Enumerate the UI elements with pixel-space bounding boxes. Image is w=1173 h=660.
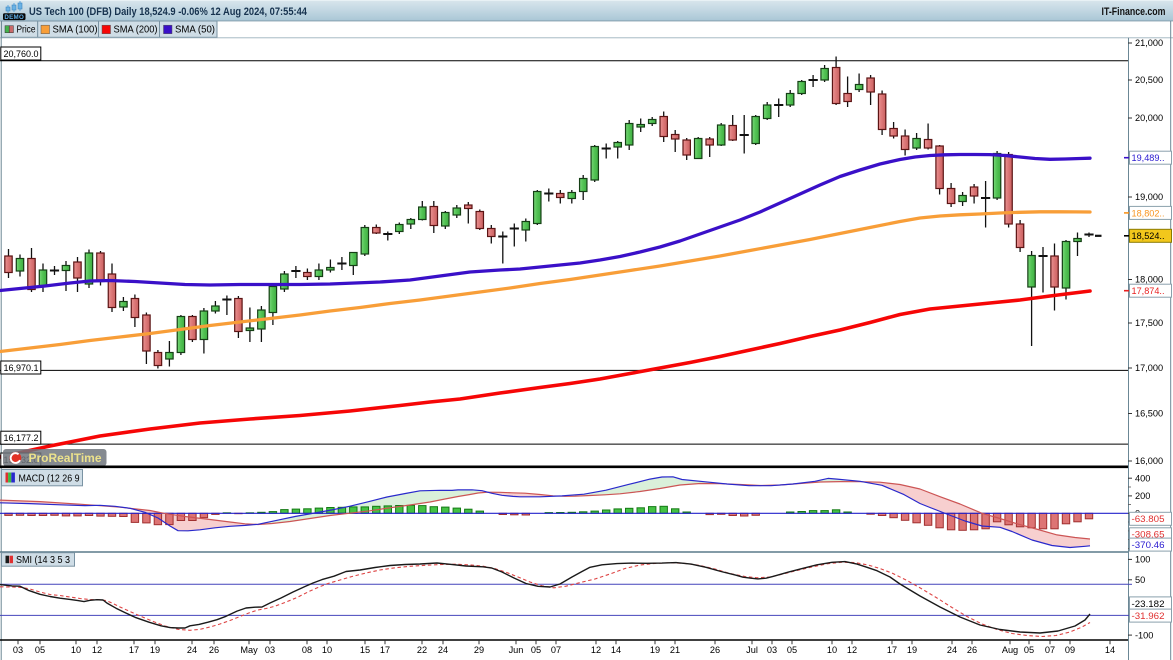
svg-text:09: 09 [1065, 645, 1075, 655]
svg-text:SMA (200): SMA (200) [114, 24, 158, 36]
svg-text:17,874..: 17,874.. [1132, 285, 1165, 296]
svg-text:29: 29 [474, 645, 484, 655]
svg-text:MACD (12 26 9: MACD (12 26 9 [19, 474, 80, 485]
svg-text:17: 17 [380, 645, 390, 655]
svg-text:17,000: 17,000 [1135, 363, 1163, 373]
svg-text:SMI (14 3 5 3: SMI (14 3 5 3 [16, 555, 70, 566]
svg-text:05: 05 [531, 645, 541, 655]
svg-text:Jun: Jun [509, 645, 524, 655]
svg-text:19,489..: 19,489.. [1132, 152, 1165, 163]
svg-text:-31.962: -31.962 [1132, 610, 1165, 621]
svg-text:May: May [240, 645, 258, 655]
svg-text:Jul: Jul [746, 645, 758, 655]
svg-text:-370.46: -370.46 [1132, 539, 1165, 550]
svg-text:20,000: 20,000 [1135, 113, 1163, 123]
svg-text:17: 17 [129, 645, 139, 655]
svg-text:16,500: 16,500 [1135, 409, 1163, 419]
svg-text:19: 19 [650, 645, 660, 655]
svg-text:26: 26 [710, 645, 720, 655]
svg-text:100: 100 [1135, 555, 1150, 565]
svg-text:17,500: 17,500 [1135, 318, 1163, 328]
svg-text:21,000: 21,000 [1135, 38, 1163, 48]
svg-text:16,177.2: 16,177.2 [4, 433, 39, 443]
svg-text:200: 200 [1135, 491, 1150, 501]
svg-text:26: 26 [209, 645, 219, 655]
svg-text:07: 07 [551, 645, 561, 655]
svg-text:03: 03 [13, 645, 23, 655]
svg-text:22: 22 [417, 645, 427, 655]
svg-text:-308.65: -308.65 [1132, 529, 1165, 540]
svg-text:05: 05 [787, 645, 797, 655]
svg-text:-23.182: -23.182 [1132, 598, 1165, 609]
svg-text:12: 12 [591, 645, 601, 655]
svg-text:19: 19 [150, 645, 160, 655]
svg-text:10: 10 [827, 645, 837, 655]
svg-text:18,000: 18,000 [1135, 275, 1163, 285]
svg-text:17: 17 [887, 645, 897, 655]
svg-text:12: 12 [92, 645, 102, 655]
svg-text:-100: -100 [1135, 630, 1153, 640]
svg-text:12: 12 [847, 645, 857, 655]
svg-text:400: 400 [1135, 473, 1150, 483]
svg-text:05: 05 [35, 645, 45, 655]
svg-text:16,000: 16,000 [1135, 456, 1163, 466]
svg-text:ProRealTime: ProRealTime [29, 451, 102, 465]
svg-text:18,802..: 18,802.. [1132, 207, 1165, 218]
svg-text:SMA (100): SMA (100) [53, 24, 98, 36]
svg-text:10: 10 [322, 645, 332, 655]
svg-text:US Tech 100 (DFB) Daily 18,524: US Tech 100 (DFB) Daily 18,524.9 -0.06% … [29, 6, 308, 18]
svg-text:15: 15 [360, 645, 370, 655]
svg-text:Price: Price [17, 24, 36, 36]
svg-text:19: 19 [907, 645, 917, 655]
svg-text:16,970.1: 16,970.1 [4, 363, 39, 373]
svg-text:19,000: 19,000 [1135, 192, 1163, 202]
svg-text:20,760.0: 20,760.0 [4, 49, 39, 59]
svg-text:26: 26 [967, 645, 977, 655]
svg-text:24: 24 [187, 645, 197, 655]
svg-text:07: 07 [1045, 645, 1055, 655]
svg-text:03: 03 [767, 645, 777, 655]
svg-text:SMA (50): SMA (50) [175, 24, 215, 36]
svg-text:DEMO: DEMO [4, 14, 24, 21]
svg-text:14: 14 [611, 645, 621, 655]
svg-text:08: 08 [302, 645, 312, 655]
svg-text:18,524..: 18,524.. [1132, 230, 1165, 241]
svg-text:05: 05 [1024, 645, 1034, 655]
svg-text:21: 21 [670, 645, 680, 655]
svg-text:24: 24 [947, 645, 957, 655]
svg-text:Aug: Aug [1002, 645, 1018, 655]
svg-text:03: 03 [265, 645, 275, 655]
svg-text:14: 14 [1105, 645, 1115, 655]
svg-text:-63.805: -63.805 [1132, 513, 1165, 524]
svg-text:10: 10 [71, 645, 81, 655]
svg-text:24: 24 [438, 645, 448, 655]
svg-text:50: 50 [1135, 575, 1145, 585]
svg-text:IT-Finance.com: IT-Finance.com [1102, 6, 1166, 18]
svg-text:20,500: 20,500 [1135, 75, 1163, 85]
